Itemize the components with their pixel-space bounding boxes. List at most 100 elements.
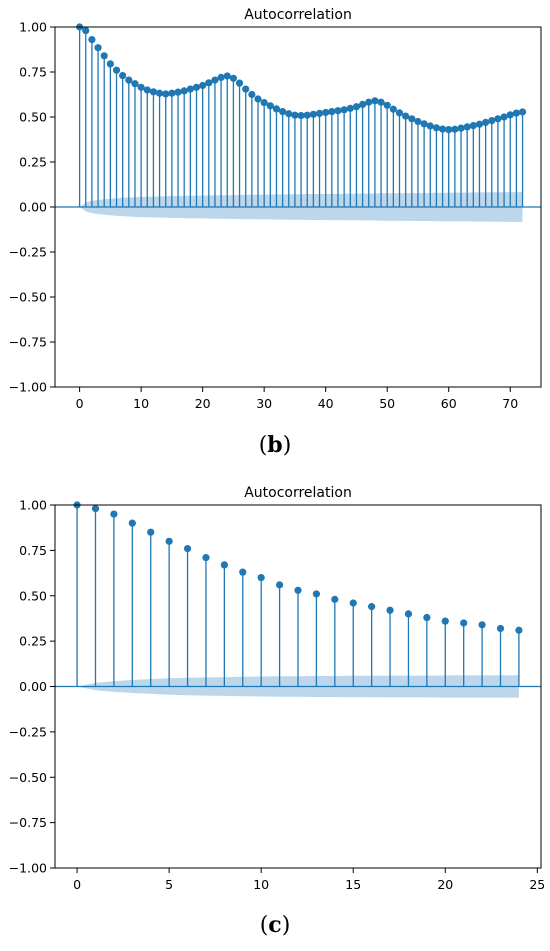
stem-marker: [389, 105, 397, 113]
stem-marker: [328, 108, 336, 116]
stem-marker: [128, 519, 136, 527]
stem-marker: [235, 79, 244, 87]
stem-marker: [460, 619, 468, 627]
stem-marker: [254, 95, 262, 103]
stem-marker: [420, 120, 428, 128]
stem-marker: [119, 72, 127, 80]
stem-marker: [94, 44, 102, 52]
stem-marker: [131, 80, 139, 88]
stem-marker: [279, 108, 287, 116]
stem-marker: [383, 101, 391, 109]
stem-marker: [408, 115, 416, 123]
y-tick-label: −0.25: [9, 724, 47, 739]
x-tick-label: 30: [256, 396, 272, 411]
stem-marker: [272, 105, 281, 113]
stem-marker: [223, 72, 231, 80]
stem-marker: [162, 90, 170, 98]
stem-marker: [260, 99, 268, 107]
stem-marker: [257, 574, 265, 582]
stem-marker: [478, 621, 486, 629]
y-tick-label: 0.25: [19, 155, 47, 170]
stem-marker: [242, 85, 250, 93]
stem-marker: [88, 36, 96, 44]
stem-marker: [266, 102, 274, 110]
caption-c: (c): [259, 912, 291, 938]
y-tick-label: 0.75: [19, 543, 47, 558]
stem-marker: [482, 118, 490, 126]
stem-marker: [285, 110, 293, 118]
stem-marker: [432, 124, 441, 132]
x-tick-label: 25: [529, 877, 545, 892]
y-tick-label: 1.00: [19, 498, 47, 513]
stem-marker: [494, 115, 502, 123]
y-tick-label: −0.75: [9, 335, 47, 350]
stem-marker: [106, 60, 114, 68]
stem-marker: [457, 124, 465, 132]
stem-marker: [423, 613, 431, 622]
stem-marker: [331, 595, 339, 603]
x-tick-label: 0: [73, 877, 81, 892]
stem-marker: [125, 76, 133, 84]
stem-marker: [475, 120, 484, 128]
stem-marker: [275, 581, 284, 589]
stem-marker: [149, 88, 158, 96]
stem-marker: [112, 66, 121, 74]
acf-panel-b: Autocorrelation 1.00 0.75 0.50 0.25 0.00 −0.25…: [0, 0, 550, 470]
stem-marker: [248, 90, 256, 99]
stem-marker: [518, 108, 527, 116]
stem-marker: [515, 626, 523, 634]
chart-title: Autocorrelation: [244, 7, 352, 23]
y-tick-label: 0.75: [19, 65, 47, 80]
stem-marker: [315, 109, 324, 117]
stem-marker: [402, 112, 410, 120]
stem-marker: [186, 85, 194, 93]
stem-marker: [91, 505, 100, 513]
stem-marker: [143, 86, 151, 94]
stem-series: [76, 23, 527, 207]
stem-marker: [451, 125, 459, 133]
y-tick-label: 1.00: [19, 20, 47, 35]
stem-marker: [414, 117, 422, 126]
stem-series: [73, 501, 523, 687]
caption-c-letter: c: [268, 912, 282, 938]
stem-marker: [205, 79, 213, 87]
stem-marker: [137, 83, 145, 91]
stem-marker: [168, 89, 176, 97]
stem-marker: [100, 52, 108, 60]
x-tick-label: 0: [76, 396, 84, 411]
stem-marker: [395, 109, 404, 117]
y-tick-label: −0.50: [9, 770, 47, 785]
stem-marker: [365, 98, 373, 106]
stem-marker: [211, 76, 219, 84]
x-tick-label: 10: [133, 396, 149, 411]
x-tick-label: 40: [318, 396, 334, 411]
stem-marker: [322, 108, 330, 117]
stem-marker: [426, 122, 434, 130]
stem-marker: [377, 98, 385, 106]
stem-marker: [183, 544, 192, 553]
stem-marker: [217, 73, 225, 81]
stem-marker: [488, 117, 496, 125]
x-tick-label: 10: [253, 877, 269, 892]
stem-marker: [239, 568, 247, 576]
caption-b-letter: b: [267, 432, 283, 458]
stem-marker: [438, 125, 447, 133]
stem-marker: [147, 528, 155, 536]
chart-title: Autocorrelation: [244, 485, 352, 501]
x-tick-label: 20: [195, 396, 211, 411]
stem-marker: [180, 87, 188, 95]
stem-marker: [368, 603, 376, 611]
stem-marker: [386, 606, 394, 614]
stem-marker: [371, 97, 379, 105]
x-tick-label: 15: [345, 877, 361, 892]
stem-marker: [297, 111, 305, 120]
y-tick-label: 0.25: [19, 634, 47, 649]
y-tick-label: 0.00: [19, 679, 47, 694]
x-tick-label: 60: [441, 396, 457, 411]
stem-marker: [165, 537, 173, 545]
y-tick-label: −1.00: [9, 861, 47, 876]
acf-panel-c: Autocorrelation 1.00 0.75 0.50 0.25 0.00 −0.25…: [0, 476, 550, 951]
stem-marker: [340, 106, 348, 114]
stem-marker: [229, 74, 238, 82]
stem-marker: [404, 610, 413, 618]
